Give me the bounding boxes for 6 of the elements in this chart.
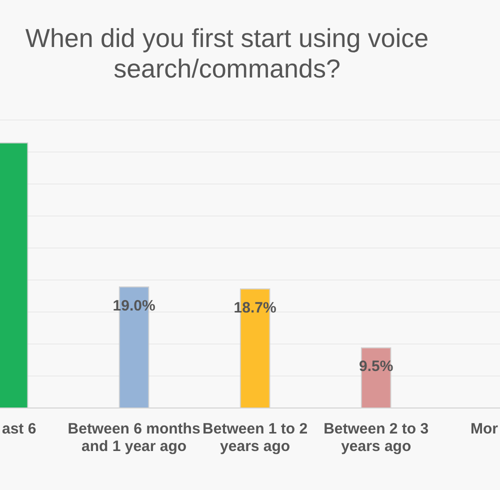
chart-title: When did you first start using voice search/commands? — [25, 23, 429, 84]
x-tick-label: Between 6 months and 1 year ago — [68, 420, 200, 455]
x-tick-label: ast 6 — [2, 420, 36, 438]
x-tick-label: Mor — [470, 420, 498, 438]
x-tick-label: Between 2 to 3 years ago — [324, 420, 429, 455]
x-tick-label: Between 1 to 2 years ago — [202, 420, 308, 455]
